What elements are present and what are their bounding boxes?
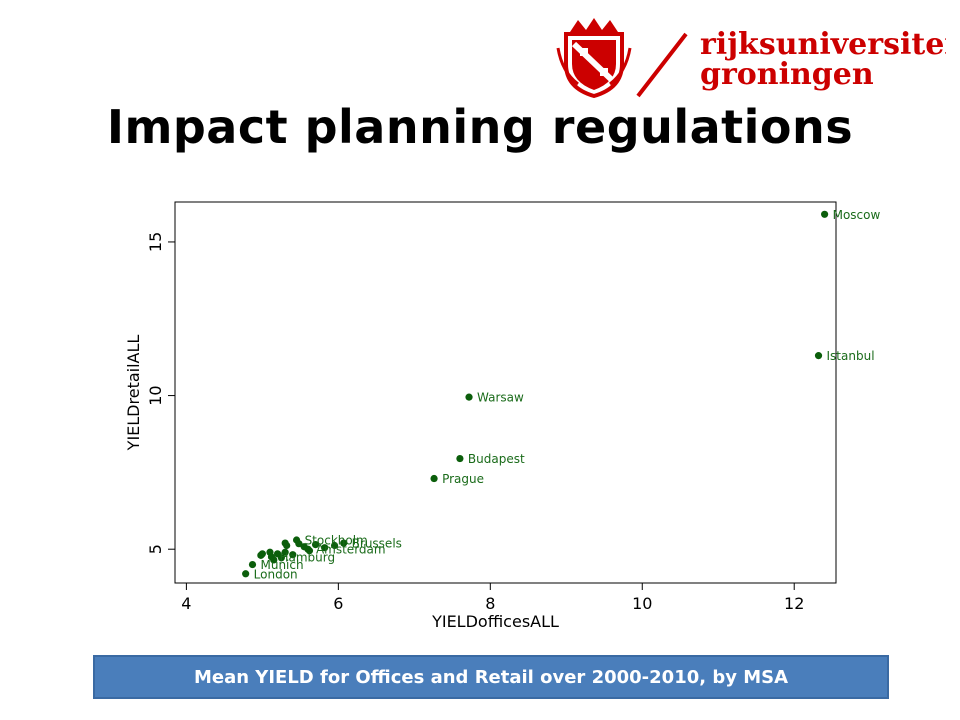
- data-point: [465, 393, 473, 401]
- slide-title: Impact planning regulations: [106, 100, 854, 154]
- x-tick-label: 8: [485, 594, 495, 613]
- university-logo: rijksuniversiteit groningen: [556, 18, 946, 98]
- data-point: [283, 541, 291, 550]
- x-tick-label: 10: [632, 594, 652, 613]
- y-axis-label: YIELDretailALL: [124, 335, 143, 452]
- x-axis-label: YIELDofficesALL: [431, 612, 559, 631]
- data-point: [305, 547, 314, 555]
- point-label: Budapest: [468, 452, 525, 466]
- y-tick-label: 15: [146, 232, 165, 252]
- data-point: [289, 551, 297, 559]
- data-point: [270, 556, 278, 564]
- data-point: [321, 544, 329, 552]
- logo-line1: rijksuniversiteit: [700, 27, 946, 62]
- data-point: [456, 454, 464, 463]
- data-point: [814, 352, 823, 360]
- data-point: [277, 554, 285, 562]
- data-point: [266, 548, 274, 556]
- point-label: Istanbul: [827, 349, 875, 363]
- x-tick-label: 4: [181, 594, 191, 613]
- point-label: Brussels: [352, 537, 402, 551]
- data-point: [257, 551, 265, 559]
- logo-line2: groningen: [700, 57, 874, 92]
- caption-text: Mean YIELD for Offices and Retail over 2…: [193, 666, 789, 688]
- data-point: [311, 540, 320, 549]
- x-tick-label: 6: [333, 594, 343, 613]
- caption-box: Mean YIELD for Offices and Retail over 2…: [93, 655, 889, 699]
- point-label: London: [254, 567, 298, 581]
- y-tick-label: 10: [146, 385, 165, 405]
- data-point: [281, 548, 289, 556]
- data-point: [295, 540, 303, 548]
- data-point: [340, 539, 348, 547]
- data-point: [242, 570, 250, 578]
- point-label: Munich: [260, 558, 303, 572]
- plot-frame: [174, 201, 837, 584]
- data-point: [300, 543, 308, 551]
- data-point: [330, 541, 339, 550]
- x-tick-label: 12: [784, 594, 804, 613]
- point-label: Stockholm: [305, 533, 368, 547]
- point-label: Hamburg: [279, 550, 335, 564]
- point-label: Warsaw: [477, 391, 524, 405]
- data-point: [430, 474, 438, 483]
- y-tick-label: 5: [146, 544, 165, 554]
- point-label: Prague: [442, 472, 484, 486]
- point-label: Amsterdam: [316, 543, 386, 557]
- crest-icon: [556, 18, 632, 98]
- logo-divider: [636, 32, 688, 98]
- point-label: Moscow: [833, 208, 881, 222]
- data-point: [821, 210, 829, 218]
- data-point: [248, 560, 257, 569]
